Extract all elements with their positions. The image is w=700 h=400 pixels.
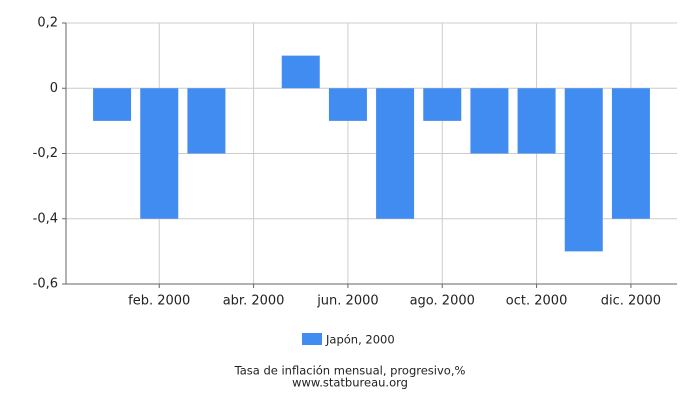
y-tick-label: 0 — [50, 81, 58, 96]
y-tick-label: -0,6 — [33, 277, 58, 292]
y-tick-label: -0,2 — [33, 146, 58, 161]
bar — [376, 88, 415, 219]
y-tick-label: 0,2 — [37, 16, 58, 31]
bar — [423, 88, 462, 121]
legend-label: Japón, 2000 — [325, 333, 395, 347]
x-tick-label: dic. 2000 — [601, 294, 661, 309]
bar — [517, 88, 556, 154]
bar — [564, 88, 603, 252]
bar — [140, 88, 179, 219]
x-tick-label: feb. 2000 — [128, 294, 190, 309]
legend-swatch — [302, 333, 322, 345]
caption: Tasa de inflación mensual, progresivo,% — [234, 364, 466, 378]
bar — [611, 88, 650, 219]
x-tick-label: jun. 2000 — [316, 294, 378, 309]
x-tick-label: abr. 2000 — [223, 294, 285, 309]
bar — [281, 55, 320, 89]
bar — [187, 88, 226, 154]
bar — [93, 88, 132, 121]
y-tick-label: -0,4 — [33, 211, 58, 226]
bar — [328, 88, 367, 121]
bar — [470, 88, 509, 154]
x-tick-label: ago. 2000 — [410, 294, 475, 309]
source: www.statbureau.org — [292, 376, 408, 390]
x-tick-label: oct. 2000 — [506, 294, 568, 309]
